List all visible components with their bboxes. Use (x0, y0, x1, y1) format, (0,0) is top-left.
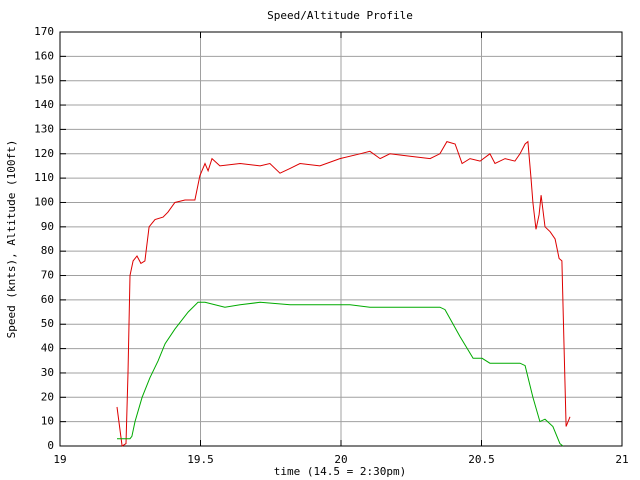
y-tick-label: 50 (41, 317, 54, 330)
x-axis-label: time (14.5 = 2:30pm) (274, 465, 406, 478)
y-tick-label: 140 (34, 98, 54, 111)
y-tick-label: 30 (41, 366, 54, 379)
data-line (117, 301, 564, 447)
y-tick-label: 120 (34, 147, 54, 160)
y-tick-label: 40 (41, 342, 54, 355)
y-tick-label: 20 (41, 390, 54, 403)
y-tick-label: 0 (47, 439, 54, 452)
y-tick-label: 170 (34, 25, 54, 38)
y-tick-label: 10 (41, 415, 54, 428)
y-tick-label: 70 (41, 269, 54, 282)
x-tick-label: 21 (615, 453, 628, 466)
y-tick-label: 60 (41, 293, 54, 306)
plot-frame (59, 31, 623, 447)
y-tick-label: 150 (34, 74, 54, 87)
y-axis-label: Speed (knts), Altitude (100ft) (5, 140, 18, 339)
x-tick-label: 19.5 (187, 453, 214, 466)
x-tick-label: 20.5 (468, 453, 495, 466)
y-tick-label: 130 (34, 122, 54, 135)
y-tick-label: 80 (41, 244, 54, 257)
y-tick-label: 110 (34, 171, 54, 184)
chart-title: Speed/Altitude Profile (267, 9, 413, 22)
x-tick-label: 20 (334, 453, 347, 466)
y-tick-label: 160 (34, 49, 54, 62)
y-tick-label: 90 (41, 220, 54, 233)
y-tick-label: 100 (34, 195, 54, 208)
x-tick-label: 19 (53, 453, 66, 466)
data-line (116, 140, 571, 447)
